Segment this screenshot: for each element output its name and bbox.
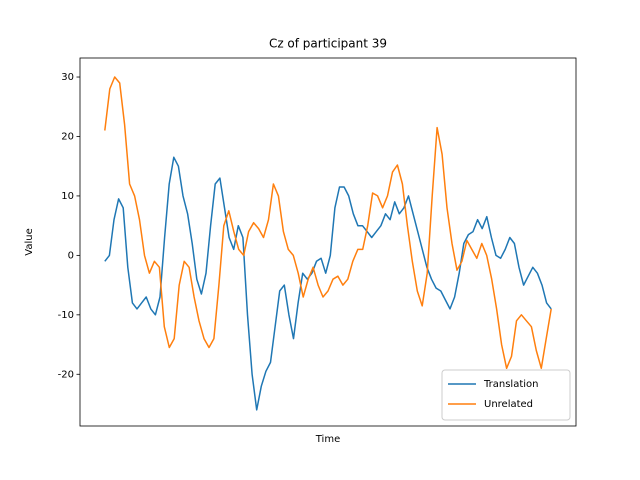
y-axis-label: Value [24,228,35,255]
y-tick-label: 0 [68,250,74,261]
y-tick-label: 20 [61,131,74,142]
series-line [104,76,552,370]
y-tick-label: 30 [61,72,74,83]
y-tick-label: -10 [58,310,74,321]
legend-label: Translation [483,379,539,390]
y-tick-label: 10 [61,191,74,202]
y-tick-label: -20 [58,369,74,380]
plot-frame [79,57,577,427]
series-line [104,156,552,411]
legend-label: Unrelated [484,399,533,410]
chart-title: Cz of participant 39 [269,37,387,51]
legend-box [441,369,571,421]
x-axis-label: Time [315,434,340,445]
